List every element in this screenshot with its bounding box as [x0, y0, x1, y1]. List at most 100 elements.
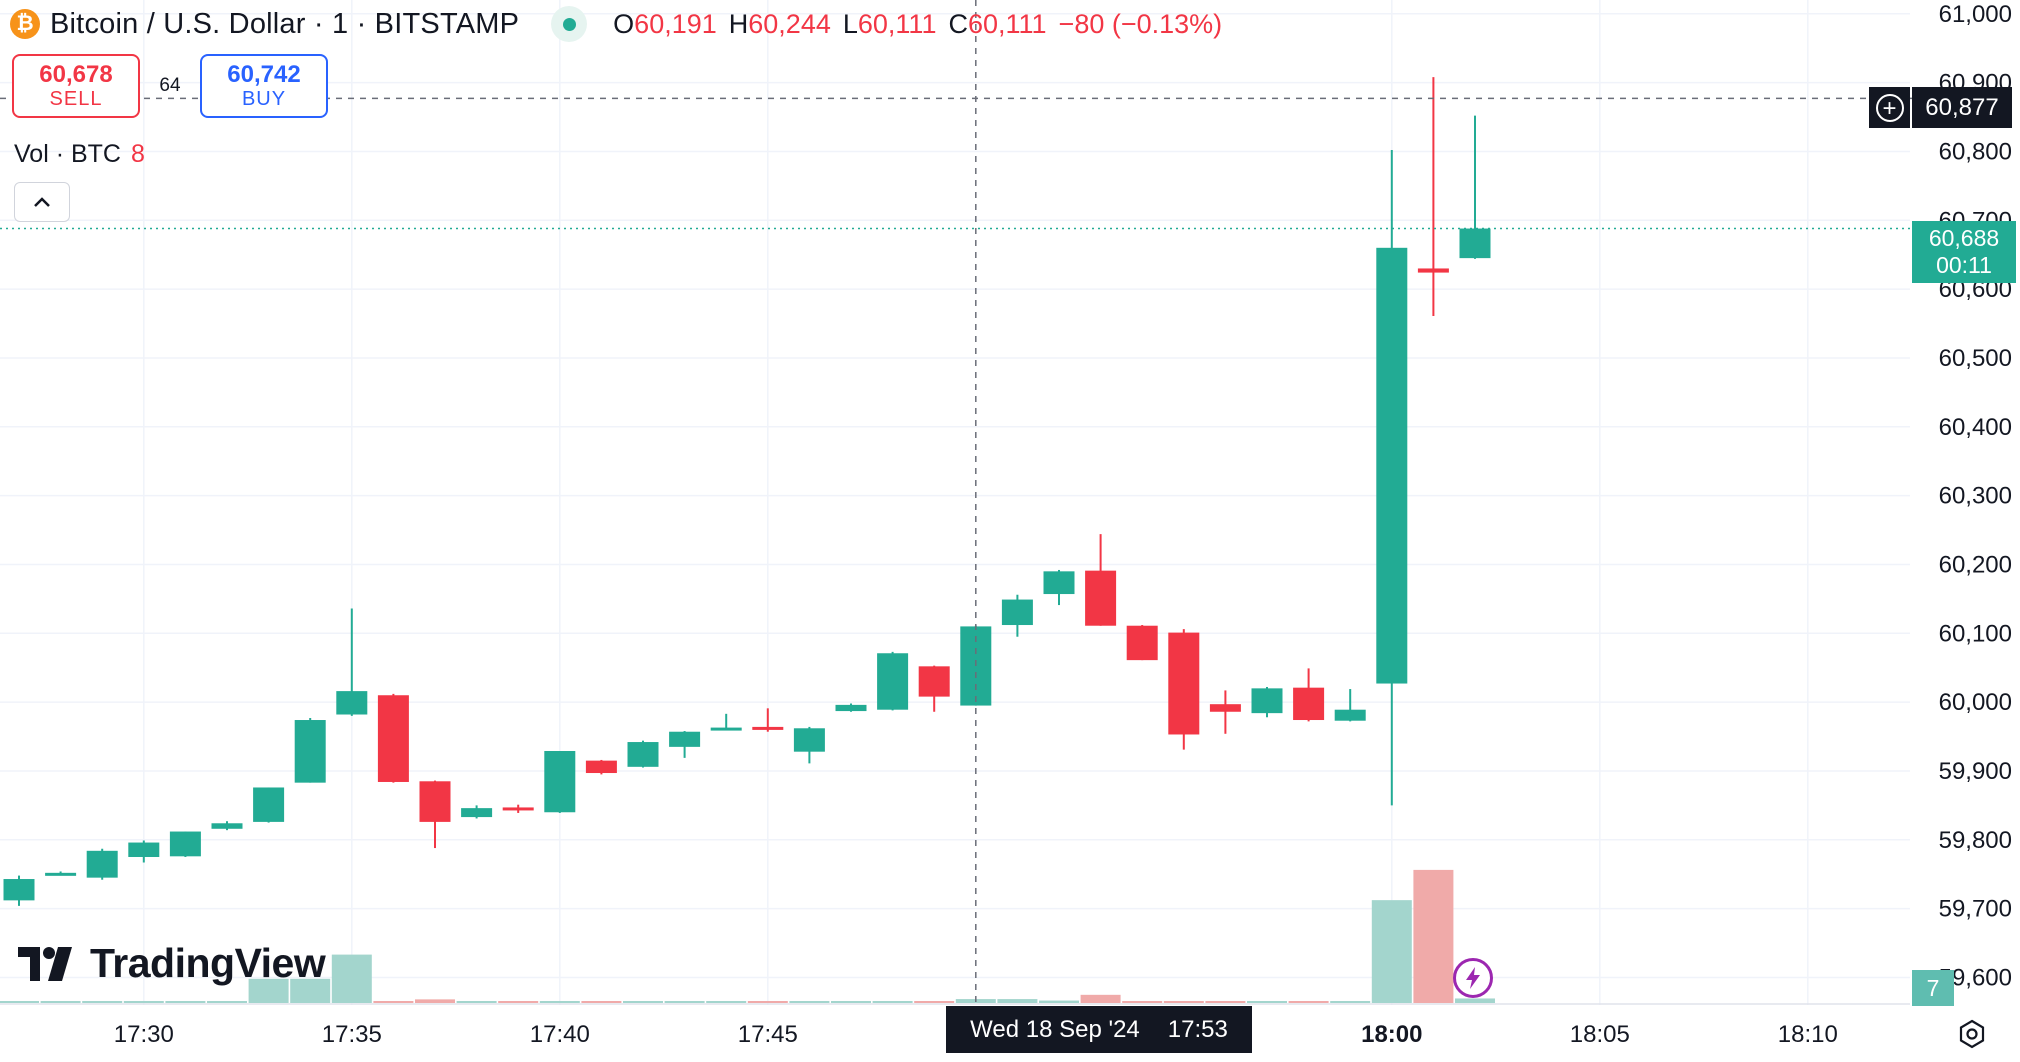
x-tick-label: 17:30: [114, 1021, 174, 1048]
volume-legend[interactable]: Vol · BTC 8: [14, 140, 145, 169]
candle-body: [1251, 688, 1283, 714]
candle-body: [793, 728, 825, 752]
collapse-legend-button[interactable]: [14, 182, 70, 222]
candle-body: [45, 872, 77, 876]
candle-body: [918, 666, 950, 697]
volume-bar: [997, 999, 1038, 1003]
crosshair-time-tag: Wed 18 Sep '24 17:53: [946, 1006, 1252, 1053]
y-tick-label: 59,900: [1939, 758, 2012, 785]
volume-price-tag: 7: [1912, 970, 1954, 1006]
crosshair-date: Wed 18 Sep '24: [970, 1015, 1140, 1043]
crosshair-price-tag: 60,877: [1912, 87, 2012, 128]
candle-body: [1459, 228, 1491, 259]
candle-body: [585, 760, 617, 774]
volume-bar: [1371, 900, 1412, 1003]
close-value: 60,111: [967, 8, 1047, 39]
volume-bar: [1413, 869, 1454, 1003]
candle-body: [461, 808, 493, 818]
sell-label: SELL: [49, 88, 103, 110]
open-label: O: [613, 8, 635, 39]
volume-bar: [248, 978, 289, 1003]
volume-bar: [706, 1001, 747, 1003]
volume-bar: [165, 1001, 206, 1003]
market-status-icon[interactable]: [551, 6, 588, 42]
y-tick-label: 59,700: [1939, 896, 2012, 923]
last-price-value: 60,688: [1928, 225, 2000, 251]
volume-legend-value: 8: [130, 140, 145, 168]
candle-body: [1001, 599, 1033, 626]
tradingview-logo-icon: [18, 946, 72, 981]
candle-body: [3, 879, 35, 901]
x-tick-label: 18:00: [1361, 1021, 1422, 1048]
volume-bar: [1205, 1001, 1246, 1003]
candle-body: [627, 742, 659, 767]
bar-countdown: 00:11: [1936, 252, 1992, 278]
candle-body: [1126, 625, 1158, 661]
y-tick-label: 60,800: [1939, 138, 2012, 165]
add-alert-button[interactable]: +: [1869, 87, 1910, 128]
volume-bar: [581, 1001, 622, 1003]
volume-bar: [123, 1001, 164, 1003]
volume-bar: [0, 1001, 39, 1003]
chevron-up-icon: [34, 197, 50, 207]
volume-bar: [747, 1001, 788, 1003]
open-value: 60,191: [634, 8, 717, 39]
tradingview-logo[interactable]: TradingView: [18, 940, 326, 987]
candle-body: [86, 850, 118, 878]
volume-bar: [623, 1001, 663, 1003]
candle-body: [1209, 704, 1241, 712]
volume-bar: [1247, 1001, 1287, 1003]
spread-value: 64: [159, 75, 181, 96]
x-tick-label: 18:10: [1778, 1021, 1838, 1048]
trade-panel: 60,678 SELL 64 60,742 BUY: [12, 54, 328, 118]
volume-bar: [914, 1001, 955, 1003]
buy-button[interactable]: 60,742 BUY: [200, 54, 328, 118]
volume-bar: [664, 1001, 705, 1003]
volume-bar: [40, 1001, 81, 1003]
y-tick-label: 60,500: [1939, 345, 2012, 372]
last-price-tag: 60,688 00:11: [1912, 221, 2016, 283]
low-label: L: [842, 8, 858, 39]
candle-body: [1293, 687, 1325, 721]
buy-label: BUY: [241, 88, 287, 110]
volume-bar: [331, 954, 372, 1003]
volume-bar: [82, 1001, 123, 1003]
volume-bar: [290, 978, 331, 1003]
candle-body: [377, 695, 409, 782]
symbol-title[interactable]: Bitcoin / U.S. Dollar · 1 · BITSTAMP: [50, 7, 520, 40]
volume-bar: [539, 1001, 580, 1003]
lightning-icon[interactable]: [1453, 958, 1493, 998]
sell-button[interactable]: 60,678 SELL: [12, 54, 140, 118]
gear-icon[interactable]: [1956, 1018, 1988, 1050]
volume-bar: [831, 1001, 871, 1003]
x-tick-label: 17:35: [322, 1021, 382, 1048]
change-value: −80 (−0.13%): [1058, 8, 1223, 39]
x-tick-label: 17:45: [738, 1021, 798, 1048]
crosshair-time: 17:53: [1167, 1015, 1228, 1043]
ohlc-legend: O60,191 H60,244 L60,111 C60,111 −80 (−0.…: [613, 9, 1222, 40]
plus-icon: +: [1875, 93, 1904, 122]
candle-body: [1085, 570, 1117, 626]
volume-bar: [1330, 1001, 1371, 1003]
y-tick-label: 60,100: [1939, 620, 2012, 647]
candle-body: [710, 727, 742, 731]
candle-body: [669, 731, 701, 747]
volume-bar: [872, 1001, 913, 1003]
close-label: C: [948, 8, 968, 39]
y-tick-label: 60,400: [1939, 414, 2012, 441]
candle-body: [253, 787, 285, 822]
y-tick-label: 61,000: [1939, 1, 2012, 28]
sell-price: 60,678: [39, 61, 113, 88]
y-tick-label: 60,000: [1939, 689, 2012, 716]
high-value: 60,244: [748, 8, 831, 39]
symbol-header: ₿ Bitcoin / U.S. Dollar · 1 · BITSTAMP O…: [10, 4, 1222, 44]
y-tick-label: 60,300: [1939, 483, 2012, 510]
x-tick-label: 18:05: [1570, 1021, 1630, 1048]
candle-body: [1043, 571, 1075, 595]
candle-body: [336, 691, 368, 715]
volume-bar: [415, 999, 455, 1003]
bitcoin-icon: ₿: [10, 9, 40, 39]
buy-price: 60,742: [227, 61, 301, 88]
y-tick-label: 59,800: [1939, 827, 2012, 854]
